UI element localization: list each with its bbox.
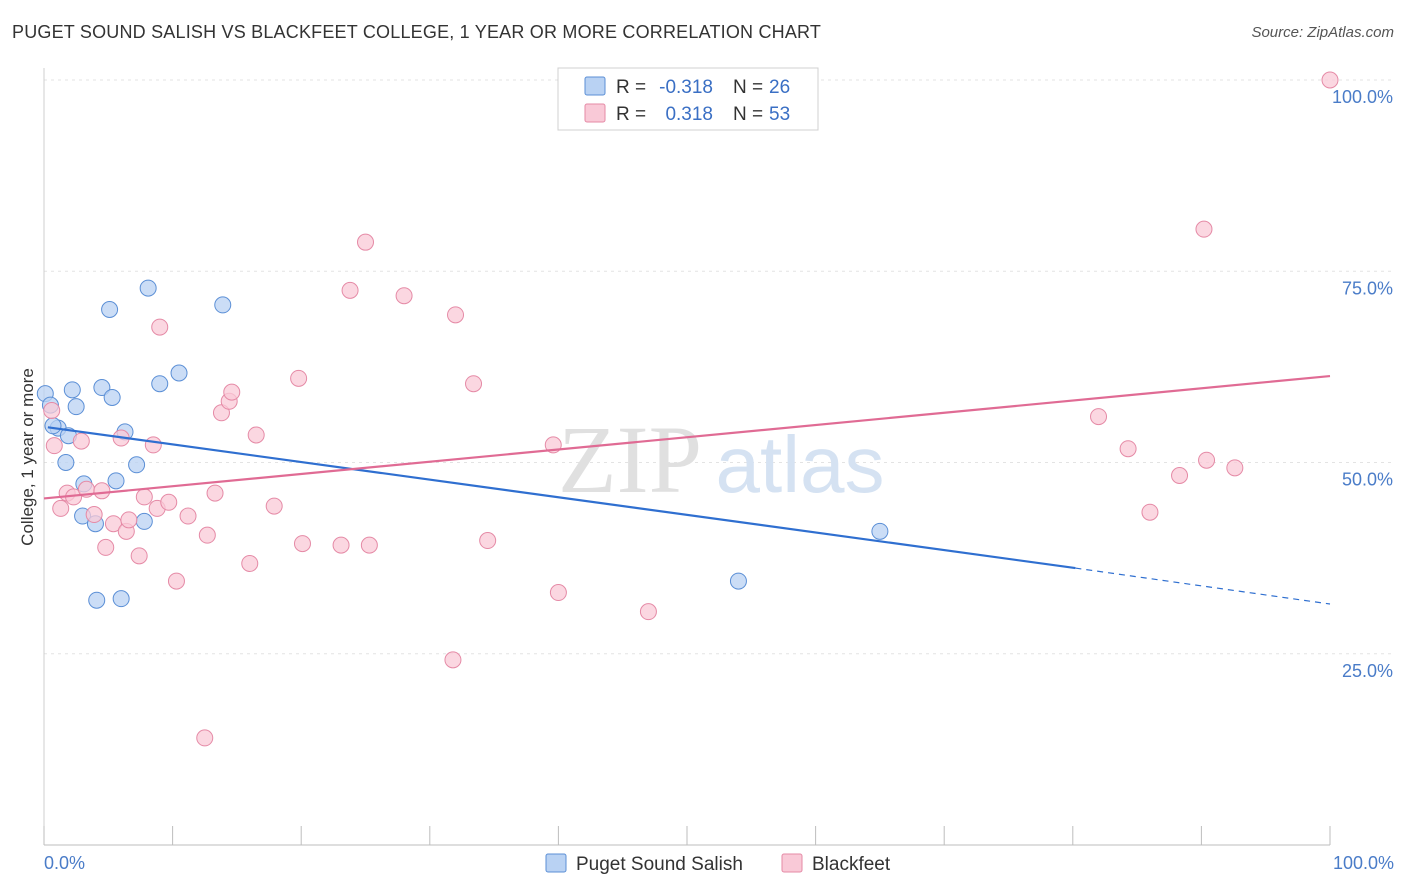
blackfeet-point-27: [241, 554, 259, 572]
blackfeet-point-15: [135, 488, 153, 506]
trend-lines: [43, 374, 1331, 605]
watermark-zip: ZIP: [558, 406, 702, 513]
x-tick-label-max: 100.0%: [1333, 853, 1394, 873]
legend-swatch-salish: [584, 76, 606, 96]
bottom-legend-label-salish: Puget Sound Salish: [576, 854, 743, 875]
salish-point-17: [139, 279, 157, 297]
watermark: ZIP atlas: [558, 406, 884, 513]
blackfeet-point-47: [1141, 503, 1159, 521]
legend-n-label-blackfeet: N =: [733, 104, 763, 125]
source-label: Source: ZipAtlas.com: [1251, 24, 1394, 41]
blackfeet-point-51: [1226, 459, 1244, 477]
legend-n-label-salish: N =: [733, 77, 763, 98]
salish-point-20: [214, 296, 232, 314]
legend-r-value-salish: -0.318: [659, 77, 713, 98]
blackfeet-point-28: [247, 426, 265, 444]
blackfeet-trend-line: [43, 374, 1331, 500]
salish-point-24: [871, 522, 889, 540]
blackfeet-point-9: [93, 482, 111, 500]
y-tick-label-25: 25.0%: [1342, 661, 1393, 681]
blackfeet-point-7: [85, 506, 103, 524]
salish-point-21: [88, 591, 106, 609]
blackfeet-point-35: [360, 536, 378, 554]
axes: 25.0% 50.0% 75.0% 100.0%: [43, 68, 1393, 846]
y-tick-label-100: 100.0%: [1332, 87, 1393, 107]
blackfeet-point-18: [160, 493, 178, 511]
salish-point-16: [135, 512, 153, 530]
blackfeet-point-38: [444, 651, 462, 669]
blackfeet-point-39: [465, 375, 483, 393]
blackfeet-point-50: [1195, 220, 1213, 238]
blackfeet-point-46: [1119, 440, 1137, 458]
blackfeet-point-42: [549, 584, 567, 602]
blackfeet-point-26: [223, 383, 241, 401]
correlation-legend: R = -0.318 N = 26 R = 0.318 N = 53: [557, 67, 819, 131]
watermark-atlas: atlas: [716, 420, 885, 509]
blackfeet-point-31: [293, 535, 311, 553]
blackfeet-point-48: [1171, 467, 1189, 485]
blackfeet-point-37: [447, 306, 465, 324]
blackfeet-point-44: [196, 729, 214, 747]
blackfeet-point-14: [130, 547, 148, 565]
legend-n-value-salish: 26: [769, 77, 790, 98]
salish-point-23: [729, 572, 747, 590]
blackfeet-point-6: [72, 432, 90, 450]
blackfeet-point-22: [198, 526, 216, 544]
salish-point-6: [57, 454, 75, 471]
blackfeet-point-23: [206, 484, 224, 502]
blackfeet-point-29: [265, 497, 283, 515]
legend-swatch-blackfeet: [584, 103, 606, 123]
salish-point-18: [151, 375, 169, 393]
blackfeet-point-13: [120, 511, 138, 529]
data-points: [36, 71, 1339, 747]
salish-point-25: [44, 417, 62, 435]
blackfeet-point-20: [167, 572, 185, 590]
salish-point-5: [67, 398, 85, 416]
blackfeet-point-36: [395, 287, 413, 305]
salish-trend-line-extension: [1075, 567, 1331, 605]
blackfeet-point-34: [357, 233, 374, 251]
y-axis-title: College, 1 year or more: [18, 368, 37, 546]
blackfeet-point-43: [639, 603, 657, 621]
bottom-legend-swatch-blackfeet: [781, 853, 803, 873]
blackfeet-point-21: [179, 507, 197, 525]
legend-n-value-blackfeet: 53: [769, 104, 790, 125]
blackfeet-point-40: [479, 532, 497, 550]
salish-trend-line: [47, 426, 1076, 570]
blackfeet-point-1: [45, 437, 63, 455]
blackfeet-point-33: [341, 281, 359, 299]
legend-r-label-blackfeet: R =: [616, 104, 646, 125]
blackfeet-point-2: [52, 499, 70, 517]
blackfeet-point-52: [1321, 71, 1339, 89]
salish-point-13: [101, 301, 119, 318]
bottom-legend-swatch-salish: [545, 853, 567, 873]
salish-point-4: [63, 381, 81, 399]
legend-r-label-salish: R =: [616, 77, 646, 98]
x-tick-label-min: 0.0%: [44, 853, 85, 873]
salish-point-19: [170, 364, 188, 382]
salish-point-15: [128, 456, 146, 474]
blackfeet-point-32: [332, 536, 350, 554]
blackfeet-point-45: [1090, 408, 1108, 426]
blackfeet-point-19: [151, 318, 169, 336]
salish-point-10: [103, 388, 121, 406]
blackfeet-point-16: [144, 436, 162, 454]
y-tick-label-75: 75.0%: [1342, 278, 1393, 298]
chart-title: PUGET SOUND SALISH VS BLACKFEET COLLEGE,…: [12, 22, 822, 42]
salish-point-11: [107, 472, 125, 490]
legend-r-value-blackfeet: 0.318: [665, 104, 713, 125]
y-tick-label-50: 50.0%: [1342, 470, 1393, 490]
blackfeet-point-8: [97, 538, 115, 556]
blackfeet-point-49: [1198, 451, 1216, 469]
blackfeet-point-0: [43, 401, 61, 419]
series-legend: Puget Sound Salish Blackfeet: [545, 853, 891, 875]
salish-point-9: [93, 379, 111, 397]
blackfeet-point-30: [290, 369, 308, 387]
bottom-legend-label-blackfeet: Blackfeet: [812, 854, 891, 875]
salish-point-22: [112, 590, 130, 608]
